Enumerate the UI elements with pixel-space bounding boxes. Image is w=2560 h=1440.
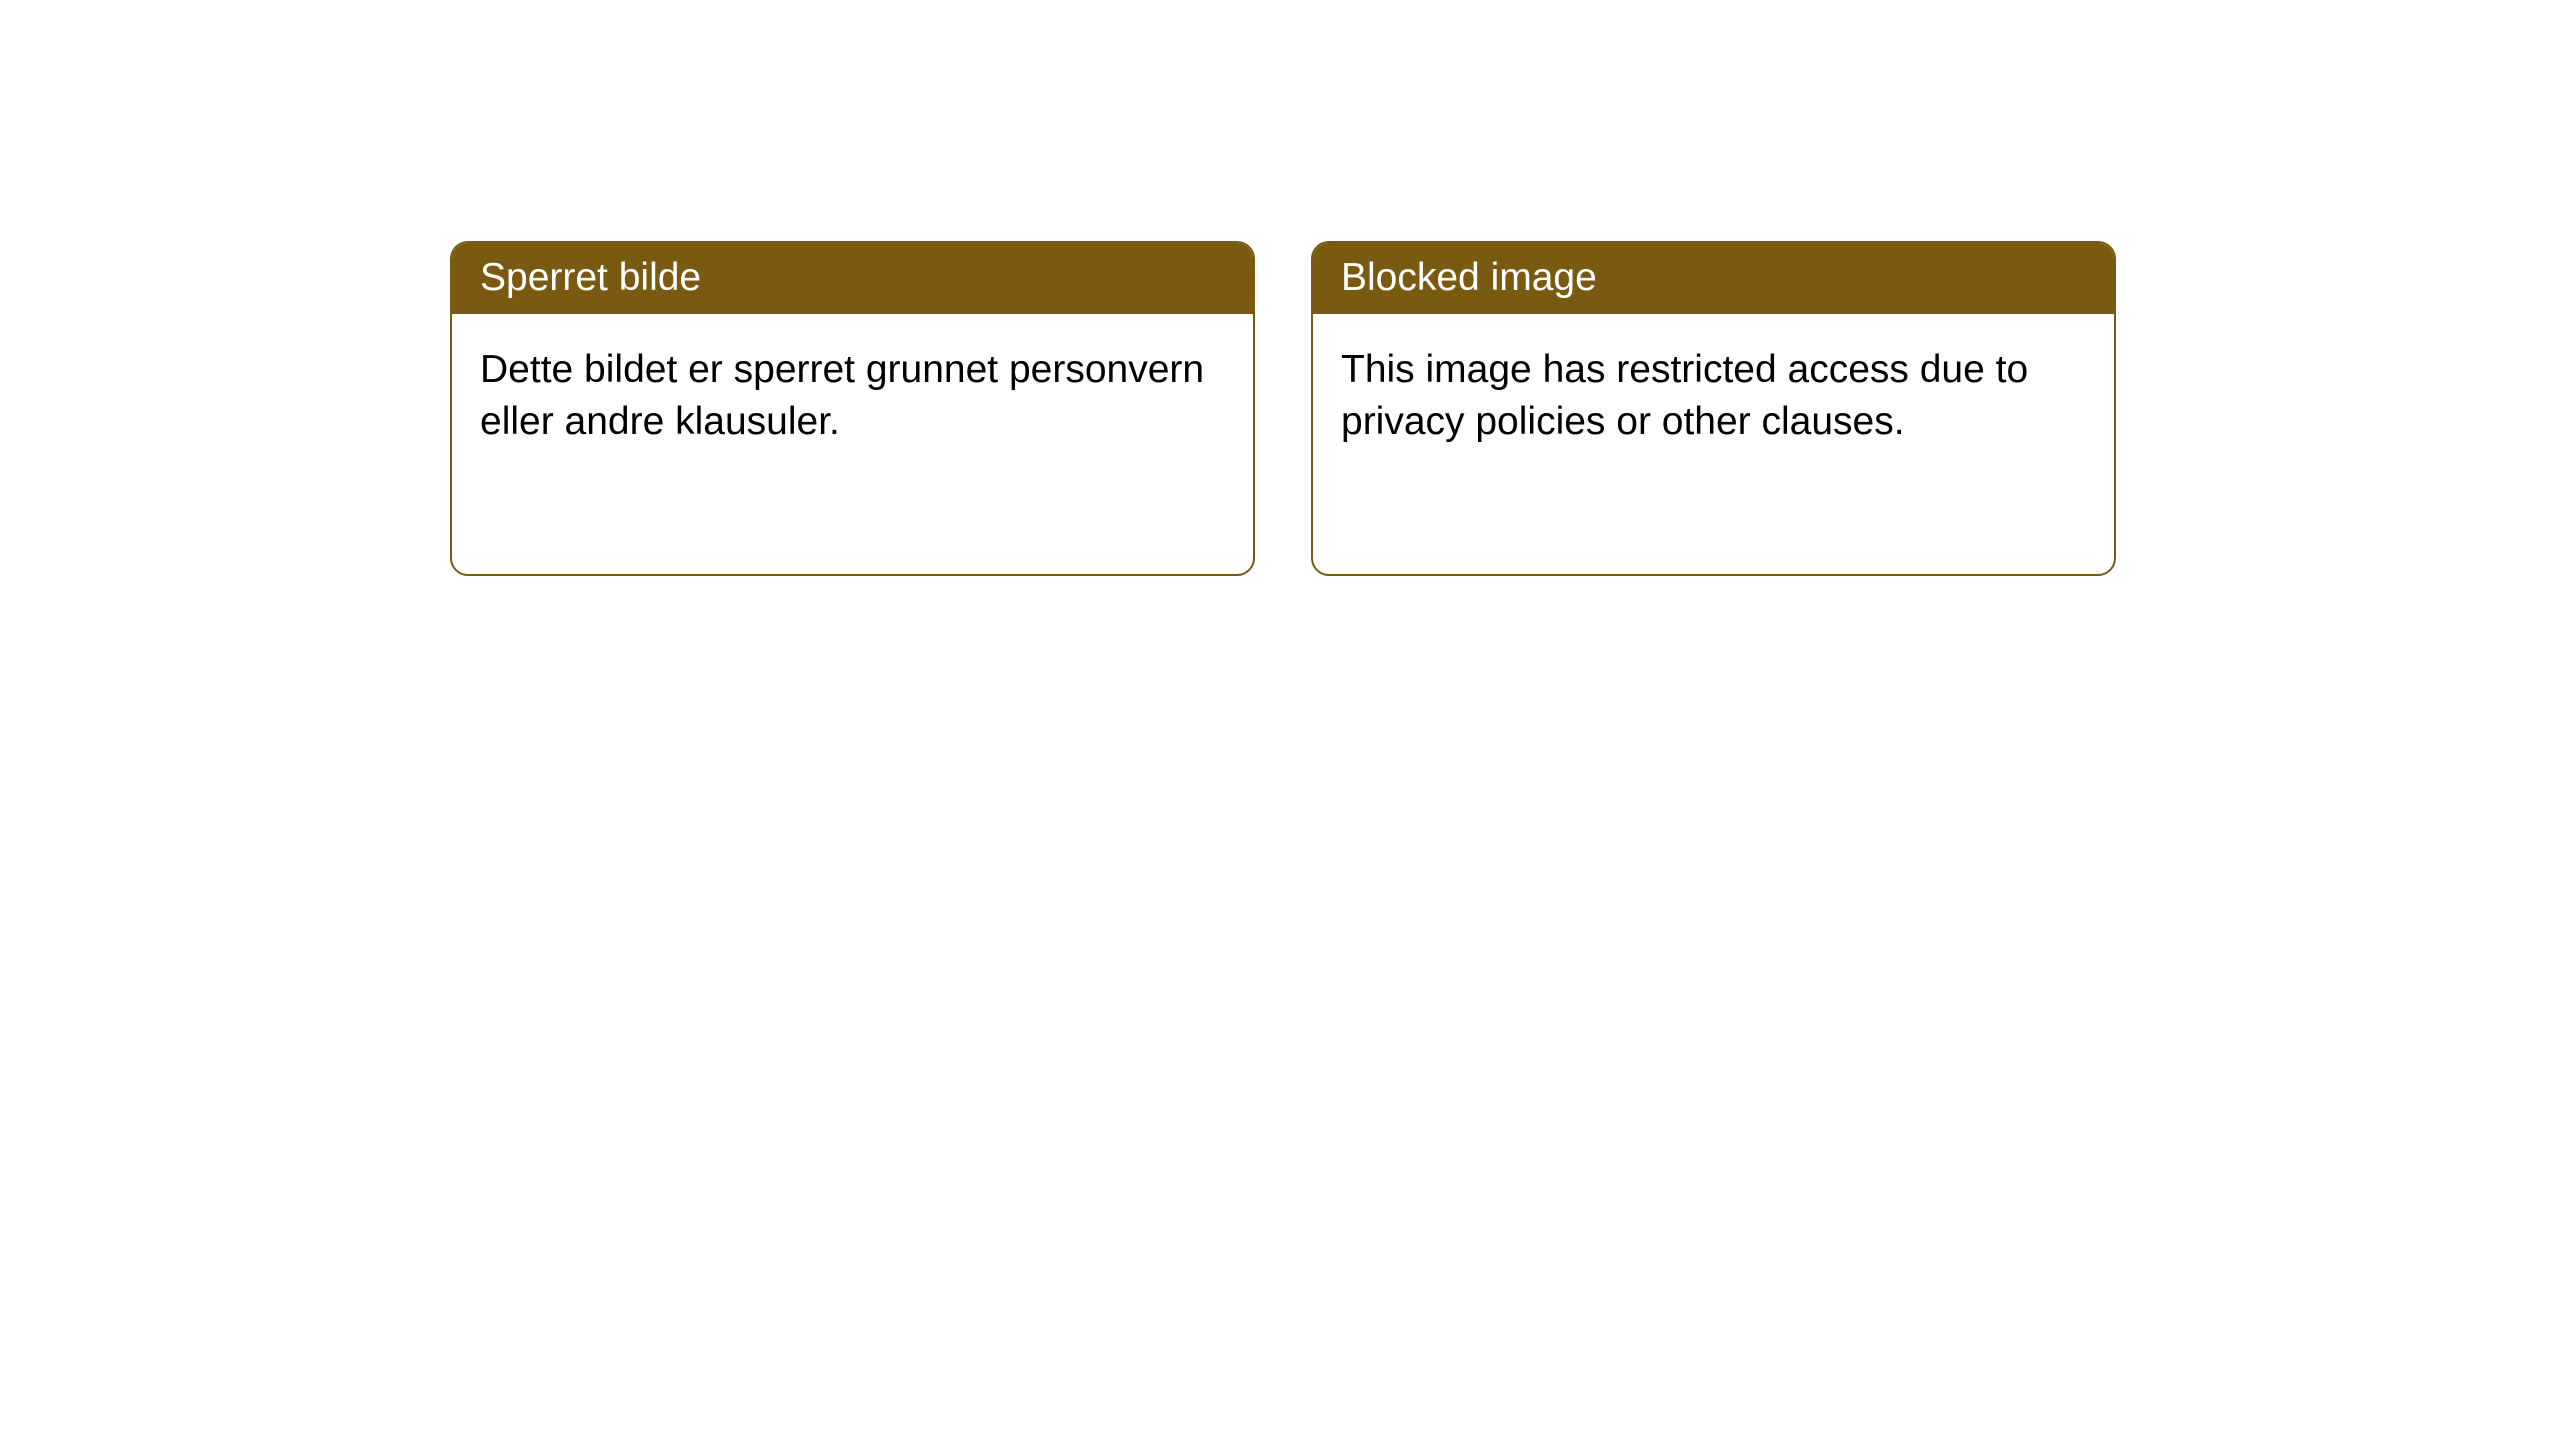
card-body-en: This image has restricted access due to … <box>1313 314 2114 479</box>
card-header-no: Sperret bilde <box>452 243 1253 314</box>
card-body-no: Dette bildet er sperret grunnet personve… <box>452 314 1253 479</box>
notice-cards-container: Sperret bilde Dette bildet er sperret gr… <box>450 241 2116 576</box>
card-title-no: Sperret bilde <box>480 256 701 299</box>
card-text-en: This image has restricted access due to … <box>1341 348 2028 444</box>
card-title-en: Blocked image <box>1341 256 1597 299</box>
blocked-image-card-no: Sperret bilde Dette bildet er sperret gr… <box>450 241 1255 576</box>
card-header-en: Blocked image <box>1313 243 2114 314</box>
blocked-image-card-en: Blocked image This image has restricted … <box>1311 241 2116 576</box>
card-text-no: Dette bildet er sperret grunnet personve… <box>480 348 1204 444</box>
